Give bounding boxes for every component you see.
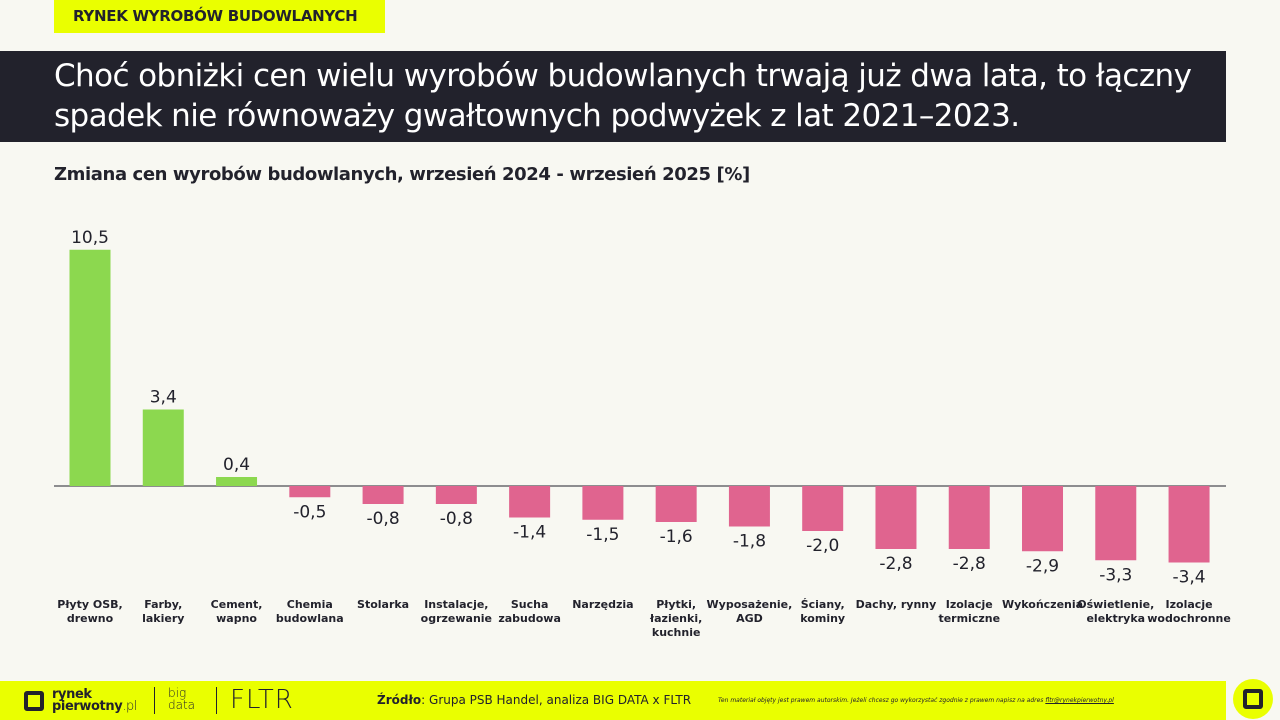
page-title: Choć obniżki cen wielu wyrobów budowlany… [0,51,1226,142]
divider [154,687,155,714]
disclaimer: Ten materiał objęty jest prawem autorski… [718,697,1114,704]
bar [69,249,111,486]
category-label: Izolacje wodochronne [1147,598,1231,625]
category-label: Wyposażenie, AGD [707,598,793,625]
data-label: -0,8 [440,509,473,529]
bar [655,486,697,522]
category-label: Oświetlenie, elektryka [1077,598,1154,625]
bar [1022,486,1064,552]
data-label: -2,9 [1026,556,1059,576]
data-label: -1,6 [660,527,693,547]
data-label: -3,3 [1099,565,1132,585]
data-label: 3,4 [150,388,177,408]
logo-square-icon [24,691,44,711]
category-label: Farby, lakiery [142,598,184,625]
bar [1095,486,1137,561]
category-label: Sucha zabudowa [498,598,561,625]
category-label: Ściany, kominy [800,598,845,625]
chart-title: Zmiana cen wyrobów budowlanych, wrzesień… [54,164,750,185]
category-label: Płytki, łazienki, kuchnie [649,598,702,639]
logo-suffix: .pl [122,699,138,714]
footer: rynek pierwotny.pl big data FLTR Źródło: G… [0,681,1226,720]
category-label: Cement, wapno [211,598,263,625]
category-label: Płyty OSB, drewno [57,598,122,625]
bigdata-logo: big data [168,686,196,712]
bar [142,409,184,486]
category-label: Stolarka [357,598,409,611]
data-label: -2,8 [879,554,912,574]
bar [802,486,844,531]
category-label: Izolacje termiczne [938,598,1000,625]
logo-text-1: rynek [52,687,92,702]
data-label: -3,4 [1172,568,1205,588]
fltr-logo: FLTR [230,685,294,715]
bar [728,486,770,527]
category-label: Narzędzia [572,598,633,611]
email-link[interactable]: fltr@rynekpierwotny.pl [1045,697,1114,704]
data-label: -0,8 [366,509,399,529]
rynekpierwotny-logo: rynek pierwotny.pl [24,687,138,714]
data-label: -2,0 [806,536,839,556]
bar [362,486,404,504]
bar [509,486,551,518]
logo-text-2: pierwotny [52,699,123,714]
category-label: Wykończenia [1002,598,1083,611]
data-label: 10,5 [71,228,109,248]
bar-chart: 10,5 Płyty OSB, drewno 3,4 Farby, lakiery 0,4 C… [54,228,1231,639]
data-label: -2,8 [953,554,986,574]
data-label: -1,4 [513,523,546,543]
category-label: Chemia budowlana [276,598,344,625]
divider [216,687,217,714]
category-label: Instalacje, ogrzewanie [421,598,492,625]
category-label: Dachy, rynny [856,598,937,611]
bar [216,477,258,486]
logo-square-icon [1243,689,1263,709]
data-label: -1,8 [733,532,766,552]
data-label: -0,5 [293,502,326,522]
bar [435,486,477,504]
data-label: -1,5 [586,525,619,545]
logo-badge [1233,679,1273,719]
section-tag: RYNEK WYROBÓW BUDOWLANYCH [54,0,385,33]
bar [582,486,624,520]
data-label: 0,4 [223,455,250,475]
bar [875,486,917,549]
bar [1168,486,1210,563]
source: Źródło: Grupa PSB Handel, analiza BIG DA… [377,693,692,707]
bar [948,486,990,549]
bar [289,486,331,498]
